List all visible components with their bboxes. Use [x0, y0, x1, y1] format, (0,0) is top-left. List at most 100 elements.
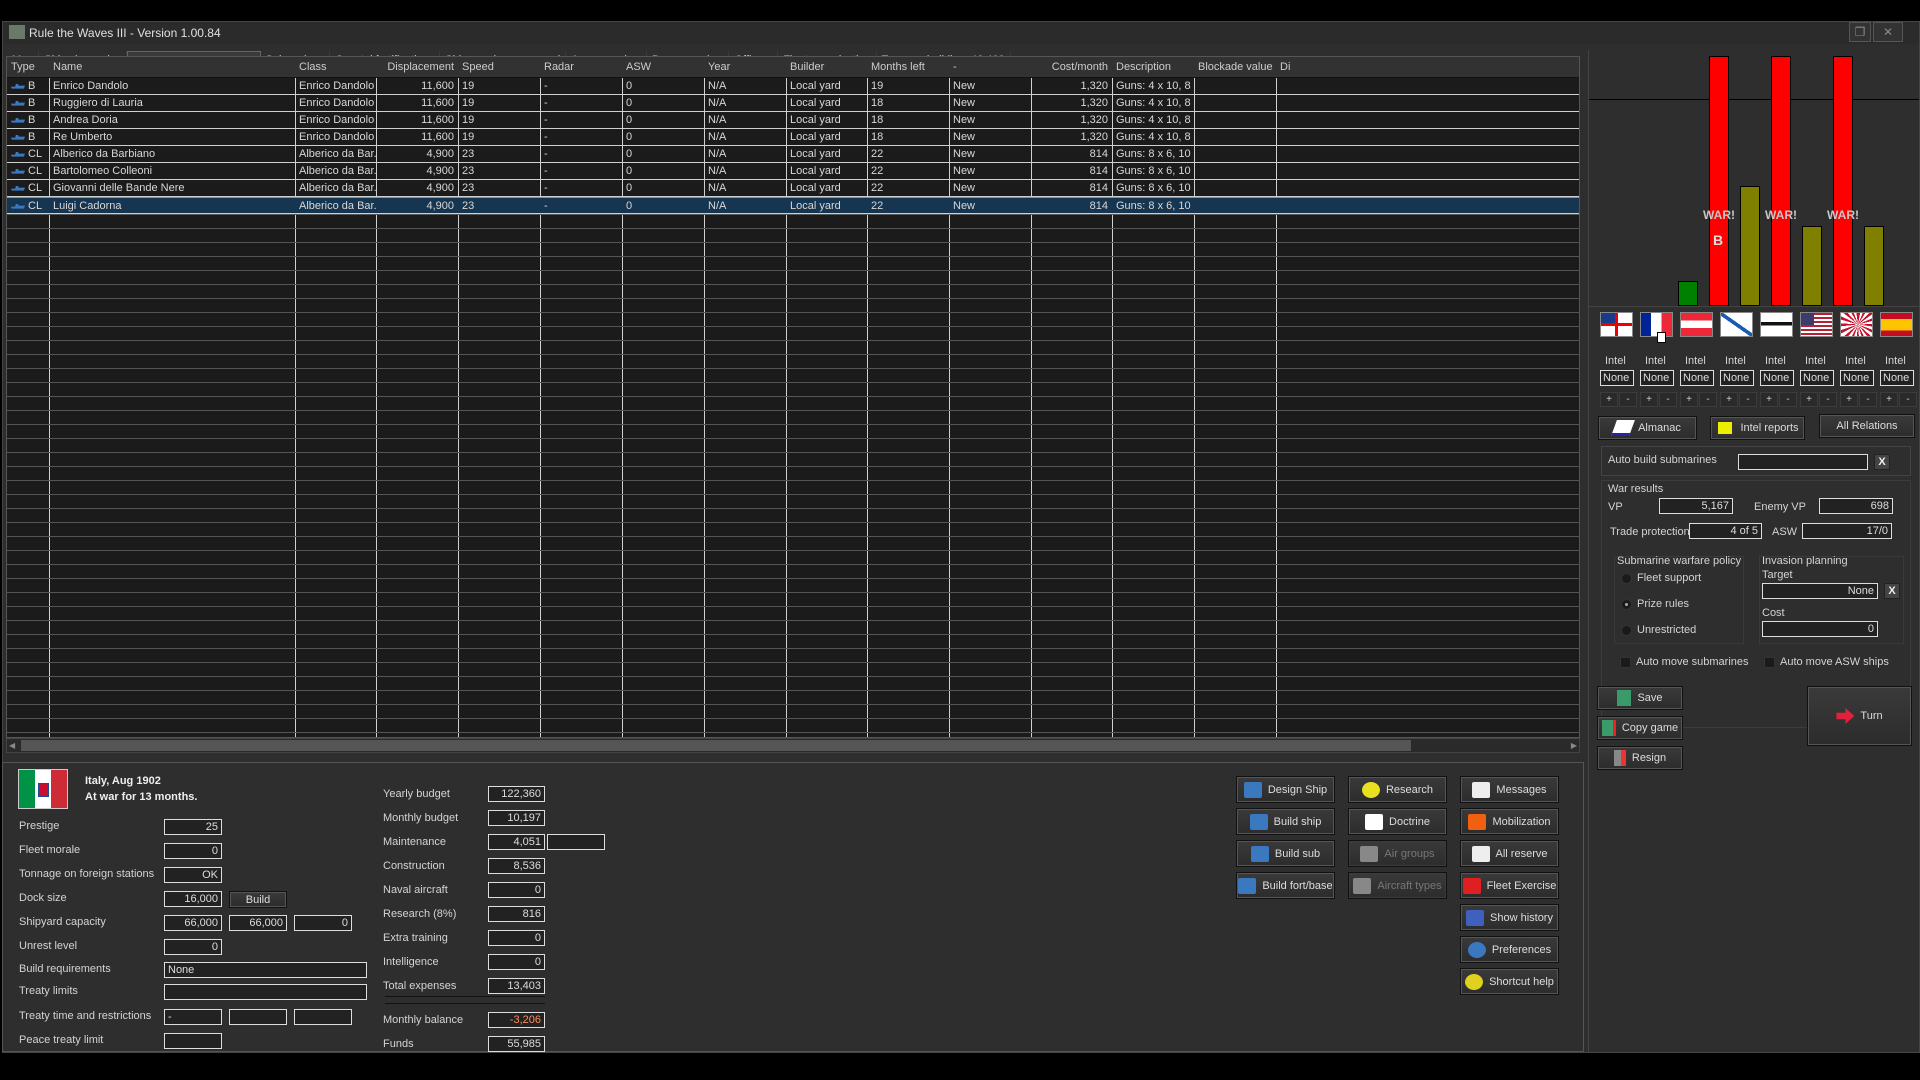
- intel-increase-button[interactable]: +: [1720, 392, 1738, 407]
- build-sub-button[interactable]: Build sub: [1236, 840, 1335, 867]
- column-header[interactable]: ASW: [626, 61, 652, 73]
- austria-hungary-flag-icon[interactable]: [1680, 312, 1713, 337]
- intel-decrease-button[interactable]: -: [1699, 392, 1717, 407]
- messages-button[interactable]: Messages: [1460, 776, 1559, 803]
- column-header[interactable]: Year: [708, 61, 731, 73]
- auto-move-subs-checkbox[interactable]: [1620, 657, 1631, 668]
- table-row[interactable]: B Andrea Doria Enrico Dandolo 11,600 19 - 0 N/A…: [7, 112, 1579, 129]
- scroll-right-icon[interactable]: ▶: [1570, 741, 1577, 750]
- design-ship-button[interactable]: Design Ship: [1236, 776, 1335, 803]
- column-header[interactable]: -: [953, 61, 957, 73]
- column-header[interactable]: Radar: [544, 61, 574, 73]
- scrollbar-thumb[interactable]: [21, 740, 1411, 751]
- close-icon[interactable]: ✕: [1873, 22, 1903, 42]
- column-header[interactable]: Name: [53, 61, 83, 73]
- column-header[interactable]: Builder: [790, 61, 825, 73]
- intel-reports-button[interactable]: Intel reports: [1710, 416, 1805, 440]
- all-reserve-button[interactable]: All reserve: [1460, 840, 1559, 867]
- budget-value: 55,985: [488, 1036, 545, 1052]
- table-cell: Luigi Cadorna: [49, 198, 295, 215]
- shortcut-help-button[interactable]: Shortcut help: [1460, 968, 1559, 995]
- auto-move-asw-checkbox[interactable]: [1764, 657, 1775, 668]
- policy-radio[interactable]: [1621, 599, 1632, 610]
- cell-text: Guns: 4 x 10, 8 ...: [1116, 114, 1194, 126]
- target-field[interactable]: None: [1762, 583, 1878, 599]
- intel-increase-button[interactable]: +: [1760, 392, 1778, 407]
- column-header[interactable]: Description: [1116, 61, 1172, 73]
- spain-flag-icon[interactable]: [1880, 312, 1913, 337]
- resign-button[interactable]: Resign: [1597, 746, 1683, 770]
- russia-flag-icon[interactable]: [1720, 312, 1753, 337]
- mobilization-button[interactable]: Mobilization: [1460, 808, 1559, 835]
- intel-decrease-button[interactable]: -: [1819, 392, 1837, 407]
- table-cell: Ruggiero di Lauria: [49, 95, 295, 112]
- intel-decrease-button[interactable]: -: [1859, 392, 1877, 407]
- build-fort-base-button[interactable]: Build fort/base: [1236, 872, 1335, 899]
- column-header[interactable]: Type: [11, 61, 35, 73]
- turn-button[interactable]: Turn: [1807, 686, 1912, 746]
- column-header[interactable]: Cost/month: [1051, 61, 1108, 73]
- intel-decrease-button[interactable]: -: [1619, 392, 1637, 407]
- intel-increase-button[interactable]: +: [1640, 392, 1658, 407]
- intel-level-field[interactable]: None: [1840, 370, 1874, 386]
- policy-radio[interactable]: [1621, 573, 1632, 584]
- show-history-button[interactable]: Show history: [1460, 904, 1559, 931]
- horizontal-scrollbar[interactable]: ◀ ▶: [6, 738, 1580, 753]
- table-row[interactable]: B Enrico Dandolo Enrico Dandolo 11,600 19 - 0 N…: [7, 78, 1579, 95]
- intel-increase-button[interactable]: +: [1600, 392, 1618, 407]
- table-row[interactable]: CL Giovanni delle Bande Nere Alberico da B…: [7, 180, 1579, 197]
- table-row[interactable]: CL Bartolomeo Colleoni Alberico da Bar... 4…: [7, 163, 1579, 180]
- budget-label: Total expenses: [383, 980, 457, 992]
- preferences-button[interactable]: Preferences: [1460, 936, 1559, 963]
- build-dock-button[interactable]: Build: [229, 891, 287, 908]
- table-row[interactable]: B Re Umberto Enrico Dandolo 11,600 19 - 0 N/A Lo…: [7, 129, 1579, 146]
- japan-flag-icon[interactable]: [1840, 312, 1873, 337]
- cell-text: Guns: 8 x 6, 10 ...: [1116, 200, 1194, 212]
- table-cell: 1,320: [1031, 129, 1112, 146]
- intel-increase-button[interactable]: +: [1680, 392, 1698, 407]
- doctrine-button[interactable]: Doctrine: [1348, 808, 1447, 835]
- treaty-time-label: Treaty time and restrictions: [19, 1010, 152, 1022]
- intel-increase-button[interactable]: +: [1840, 392, 1858, 407]
- france-flag-icon[interactable]: [1640, 312, 1673, 337]
- auto-build-field[interactable]: [1738, 454, 1868, 470]
- intel-increase-button[interactable]: +: [1800, 392, 1818, 407]
- policy-radio[interactable]: [1621, 625, 1632, 636]
- column-header[interactable]: Displacement: [387, 61, 454, 73]
- column-header[interactable]: Class: [299, 61, 327, 73]
- column-header[interactable]: Di: [1280, 61, 1291, 73]
- table-row[interactable]: B Ruggiero di Lauria Enrico Dandolo 11,600 1…: [7, 95, 1579, 112]
- scroll-left-icon[interactable]: ◀: [9, 741, 16, 750]
- table-row[interactable]: CL Alberico da Barbiano Alberico da Bar...…: [7, 146, 1579, 163]
- research-button[interactable]: Research: [1348, 776, 1447, 803]
- intel-decrease-button[interactable]: -: [1739, 392, 1757, 407]
- fleet-exercise-button[interactable]: Fleet Exercise: [1460, 872, 1559, 899]
- restore-icon[interactable]: ❐: [1849, 22, 1871, 42]
- intel-level-field[interactable]: None: [1640, 370, 1674, 386]
- clear-auto-build-button[interactable]: X: [1874, 454, 1890, 470]
- intel-decrease-button[interactable]: -: [1899, 392, 1917, 407]
- intel-level-field[interactable]: None: [1720, 370, 1754, 386]
- intel-level-field[interactable]: None: [1800, 370, 1834, 386]
- intel-increase-button[interactable]: +: [1880, 392, 1898, 407]
- germany-flag-icon[interactable]: [1760, 312, 1793, 337]
- intel-level-field[interactable]: None: [1880, 370, 1914, 386]
- save-button[interactable]: Save: [1597, 686, 1683, 710]
- intel-decrease-button[interactable]: -: [1779, 392, 1797, 407]
- almanac-button[interactable]: Almanac: [1598, 416, 1697, 440]
- column-header[interactable]: Blockade value: [1198, 61, 1273, 73]
- intel-level-field[interactable]: None: [1680, 370, 1714, 386]
- britain-flag-icon[interactable]: [1600, 312, 1633, 337]
- column-header[interactable]: Months left: [871, 61, 925, 73]
- intel-level-field[interactable]: None: [1600, 370, 1634, 386]
- intel-decrease-button[interactable]: -: [1659, 392, 1677, 407]
- copy-game-button[interactable]: Copy game: [1597, 716, 1683, 740]
- all-relations-button[interactable]: All Relations: [1819, 414, 1915, 438]
- column-header[interactable]: Speed: [462, 61, 494, 73]
- budget-value: 8,536: [488, 858, 545, 874]
- table-row[interactable]: CL Luigi Cadorna Alberico da Bar... 4,900 23…: [7, 197, 1579, 214]
- build-ship-button[interactable]: Build ship: [1236, 808, 1335, 835]
- intel-level-field[interactable]: None: [1760, 370, 1794, 386]
- usa-flag-icon[interactable]: [1800, 312, 1833, 337]
- clear-target-button[interactable]: X: [1884, 583, 1900, 599]
